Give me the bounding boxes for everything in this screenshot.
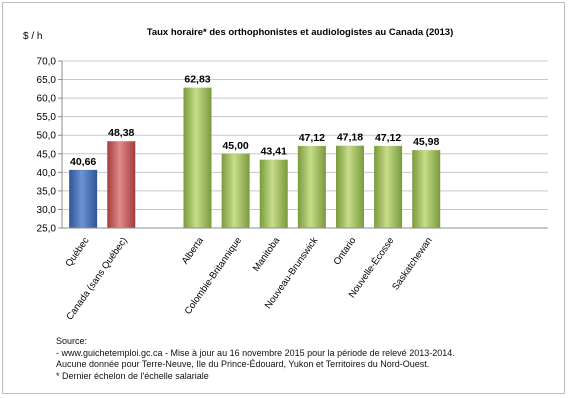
y-tick-label: 45,0 [37, 149, 57, 160]
bar-manitoba [259, 159, 288, 228]
bar-nouvelle-cosse [374, 145, 403, 228]
chart-title: Taux horaire* des orthophonistes et audi… [147, 27, 454, 38]
value-labels: 40,66 48,38 62,83 45,00 43,41 47,12 47,18 47,12… [70, 74, 439, 168]
y-tick-label: 70,0 [37, 57, 57, 68]
bar-colombie-britannique [221, 153, 250, 228]
bar-value-label: 47,18 [337, 132, 363, 144]
y-tick-label: 30,0 [37, 205, 57, 216]
bar-nouveau-brunswick [297, 145, 326, 228]
bar-alberta [183, 87, 212, 228]
x-category-label: Manitoba [251, 235, 283, 274]
bar-value-label: 40,66 [70, 156, 96, 168]
y-tick-label: 50,0 [37, 131, 57, 142]
bar-qu-bec [69, 169, 98, 228]
source-note: Source: - www.guichetemploi.gc.ca - Mise… [56, 336, 556, 382]
bar-value-label: 43,41 [261, 146, 287, 158]
bar-ontario [335, 145, 364, 228]
x-category-label: Alberta [180, 235, 207, 267]
x-category-label: Ontario [332, 235, 359, 267]
bar-canada-sans-qu-bec- [107, 141, 136, 228]
bar-value-label: 47,12 [375, 132, 401, 144]
x-category-label: Québec [64, 235, 92, 269]
bars [69, 87, 441, 228]
bar-value-label: 47,12 [299, 132, 325, 144]
source-line-2: Aucune donnée pour Terre-Neuve, Ile du P… [56, 359, 430, 370]
y-tick-label: 65,0 [37, 75, 57, 86]
bar-value-label: 48,38 [108, 127, 134, 139]
source-line-3: * Dernier échelon de l'échelle salariale [56, 370, 209, 381]
y-tick-label: 40,0 [37, 168, 57, 179]
bar-saskatchewan [412, 150, 441, 228]
x-category-label: Saskatchewan [390, 235, 434, 292]
y-tick-label: 60,0 [37, 94, 57, 105]
bar-value-label: 62,83 [184, 74, 210, 86]
source-line-1: - www.guichetemploi.gc.ca - Mise à jour … [56, 347, 455, 358]
y-tick-label: 35,0 [37, 186, 57, 197]
bar-value-label: 45,98 [413, 136, 439, 148]
y-tick-label: 25,0 [37, 224, 57, 235]
y-axis-ticks: 25,0 30,0 35,0 40,0 45,0 50,0 55,0 60,0 65,0 70,0 [37, 57, 63, 235]
bar-value-label: 45,00 [222, 140, 248, 152]
y-tick-label: 55,0 [37, 112, 57, 123]
y-axis-unit-label: $ / h [23, 31, 42, 42]
source-heading: Source: [56, 336, 88, 346]
